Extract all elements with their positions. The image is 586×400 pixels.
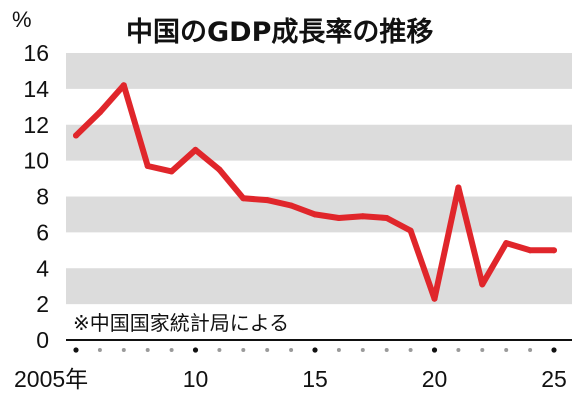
x-tick-mark <box>192 347 199 353</box>
x-minor-dot <box>360 348 365 352</box>
x-minor-dot <box>528 348 533 352</box>
data-point <box>551 247 557 254</box>
data-point <box>144 163 151 170</box>
data-point <box>120 82 127 89</box>
x-tick-mark <box>312 347 318 353</box>
x-minor-dot <box>384 348 389 352</box>
y-tick-label: 0 <box>36 327 49 353</box>
x-tick-label: 2005年 <box>14 366 88 392</box>
y-unit-label: % <box>12 7 32 32</box>
x-minor-dot <box>504 348 509 352</box>
data-point <box>192 146 199 153</box>
y-tick-label: 6 <box>36 219 49 245</box>
x-minor-dot <box>336 348 341 352</box>
x-tick-mark <box>431 347 438 353</box>
x-minor-dot <box>121 348 126 352</box>
x-minor-dot <box>456 348 461 352</box>
x-minor-dot <box>408 348 413 352</box>
data-point <box>96 109 103 116</box>
data-point <box>503 240 510 247</box>
y-tick-label: 12 <box>23 112 49 138</box>
y-tick-label: 8 <box>36 184 49 210</box>
chart-title: 中国のGDP成長率の推移 <box>126 16 433 48</box>
data-point <box>527 247 534 254</box>
data-point <box>312 211 318 218</box>
data-point <box>216 166 223 173</box>
y-tick-label: 14 <box>23 76 49 102</box>
x-minor-dot <box>480 348 485 352</box>
x-tick-label: 25 <box>541 366 567 392</box>
x-tick-label: 20 <box>422 366 448 392</box>
data-point <box>383 215 390 222</box>
y-tick-label: 10 <box>23 148 49 174</box>
x-minor-dot <box>97 348 102 352</box>
grid-band <box>66 124 572 161</box>
y-tick-label: 2 <box>36 291 49 317</box>
data-point <box>407 227 414 234</box>
grid-band <box>66 268 572 305</box>
x-tick-labels: 2005年 10 15 20 25 <box>14 366 567 392</box>
y-tick-labels: 0 2 4 6 8 10 12 14 16 <box>23 40 49 353</box>
x-minor-dot <box>241 348 246 352</box>
source-note: ※中国国家統計局による <box>73 311 289 335</box>
x-tick-label: 15 <box>302 366 328 392</box>
data-point <box>479 281 486 288</box>
x-tick-mark <box>73 347 79 353</box>
data-points <box>73 82 557 302</box>
data-point <box>288 202 295 209</box>
data-point <box>264 197 271 204</box>
x-minor-dot <box>289 348 294 352</box>
data-point <box>455 184 462 191</box>
x-minor-dot <box>169 348 174 352</box>
x-tick-mark <box>551 347 557 353</box>
data-point <box>73 132 79 139</box>
gdp-growth-line <box>73 82 557 302</box>
x-axis-dots <box>73 347 557 353</box>
y-tick-label: 4 <box>36 255 49 281</box>
x-minor-dot <box>265 348 270 352</box>
data-point <box>335 215 342 222</box>
data-point <box>168 168 175 175</box>
x-tick-label: 10 <box>183 366 209 392</box>
data-point <box>359 213 366 220</box>
grid-band <box>66 53 572 89</box>
data-point <box>240 195 247 202</box>
x-minor-dot <box>145 348 150 352</box>
x-minor-dot <box>217 348 222 352</box>
y-tick-label: 16 <box>23 40 49 66</box>
data-point <box>431 295 438 302</box>
